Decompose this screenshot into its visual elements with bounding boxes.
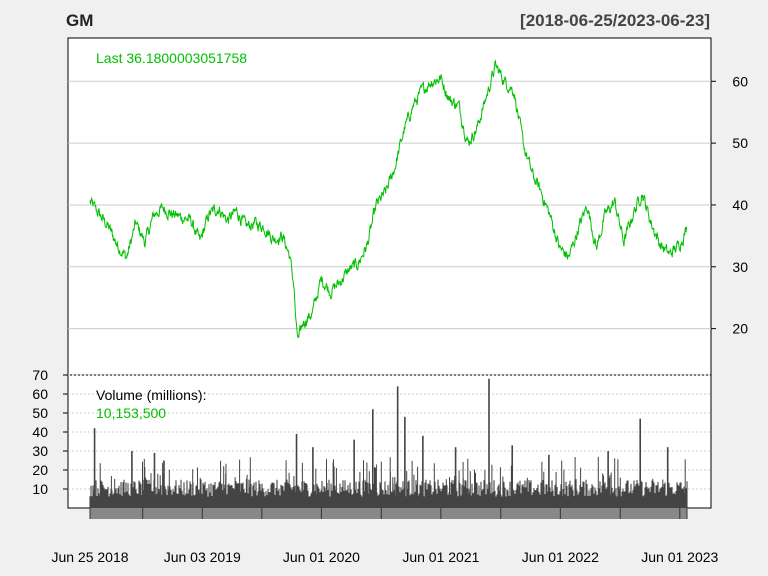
price-series-line: [89, 59, 688, 339]
volume-y-tick-label: 60: [32, 386, 48, 402]
volume-y-tick-label: 30: [32, 443, 48, 459]
time-axis-label: Jun 01 2022: [522, 549, 599, 565]
volume-y-tick-label: 70: [32, 367, 48, 383]
volume-y-tick-label: 20: [32, 462, 48, 478]
time-range-bar: [90, 508, 687, 519]
volume-legend-label: Volume (millions):: [96, 387, 206, 403]
volume-y-axis: 10 20 30 40 50 60 70: [32, 367, 68, 497]
price-gridlines: [68, 80, 711, 330]
volume-y-tick-label: 10: [32, 481, 48, 497]
volume-bars-elevated: [99, 456, 686, 508]
price-y-axis: 20 30 40 50 60: [711, 73, 748, 337]
time-axis-label: Jun 03 2019: [164, 549, 241, 565]
price-y-tick-label: 40: [732, 197, 748, 213]
price-panel: [67, 37, 712, 376]
time-axis-label: Jun 01 2020: [283, 549, 360, 565]
time-axis-ticks: [89, 508, 688, 519]
price-y-tick-label: 20: [732, 321, 748, 337]
price-legend: Last 36.1800003051758: [96, 50, 247, 66]
price-y-tick-label: 30: [732, 259, 748, 275]
volume-y-tick-label: 50: [32, 405, 48, 421]
volume-bars: [89, 378, 688, 508]
price-y-tick-label: 60: [732, 73, 748, 89]
chart-title: GM: [66, 11, 93, 30]
time-axis-label: Jun 01 2023: [641, 549, 718, 565]
time-axis-label: Jun 01 2021: [402, 549, 479, 565]
volume-legend-value: 10,153,500: [96, 405, 166, 421]
volume-y-tick-label: 40: [32, 424, 48, 440]
price-y-tick-label: 50: [732, 135, 748, 151]
time-axis-labels: Jun 25 2018 Jun 03 2019 Jun 01 2020 Jun 01 …: [51, 549, 718, 565]
time-axis-label: Jun 25 2018: [51, 549, 128, 565]
date-range-label: [2018-06-25/2023-06-23]: [520, 11, 710, 30]
